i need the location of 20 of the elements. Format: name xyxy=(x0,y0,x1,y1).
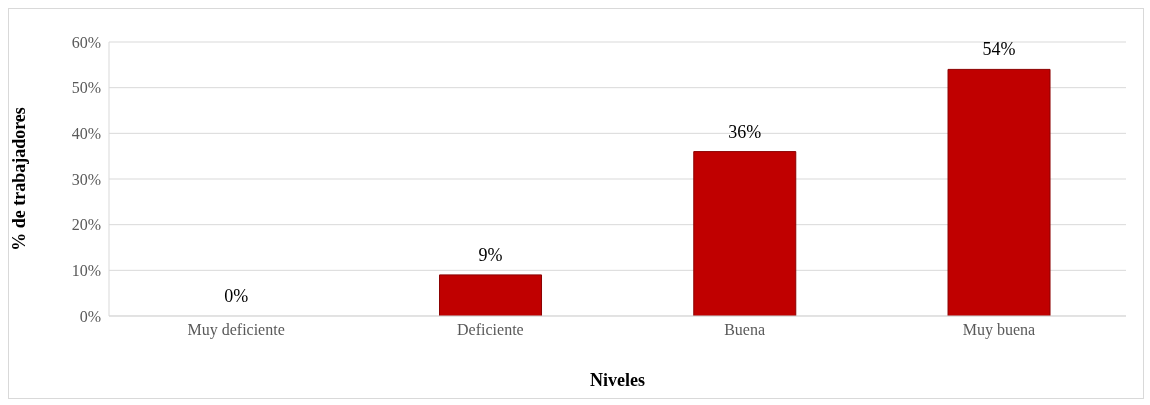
bar xyxy=(693,151,797,316)
y-tick-label: 30% xyxy=(71,170,101,188)
data-label: 0% xyxy=(224,286,249,306)
x-tick-label: Deficiente xyxy=(457,321,524,339)
x-tick-label: Buena xyxy=(724,321,766,339)
bar xyxy=(947,68,1051,316)
data-label: 54% xyxy=(982,39,1016,60)
data-label: 36% xyxy=(728,121,762,142)
y-tick-label: 10% xyxy=(71,262,101,280)
bar xyxy=(439,274,543,316)
x-tick-label: Muy buena xyxy=(962,321,1036,340)
y-axis-title: % de trabajadores xyxy=(9,107,30,251)
data-label: 9% xyxy=(478,244,503,265)
y-tick-label: 60% xyxy=(71,33,101,51)
x-axis-title: Niveles xyxy=(590,370,645,390)
y-tick-label: 0% xyxy=(79,307,101,325)
y-tick-label: 50% xyxy=(71,79,101,97)
x-tick-label: Muy deficiente xyxy=(187,321,285,340)
y-tick-label: 20% xyxy=(71,216,101,234)
y-tick-label: 40% xyxy=(71,125,101,143)
